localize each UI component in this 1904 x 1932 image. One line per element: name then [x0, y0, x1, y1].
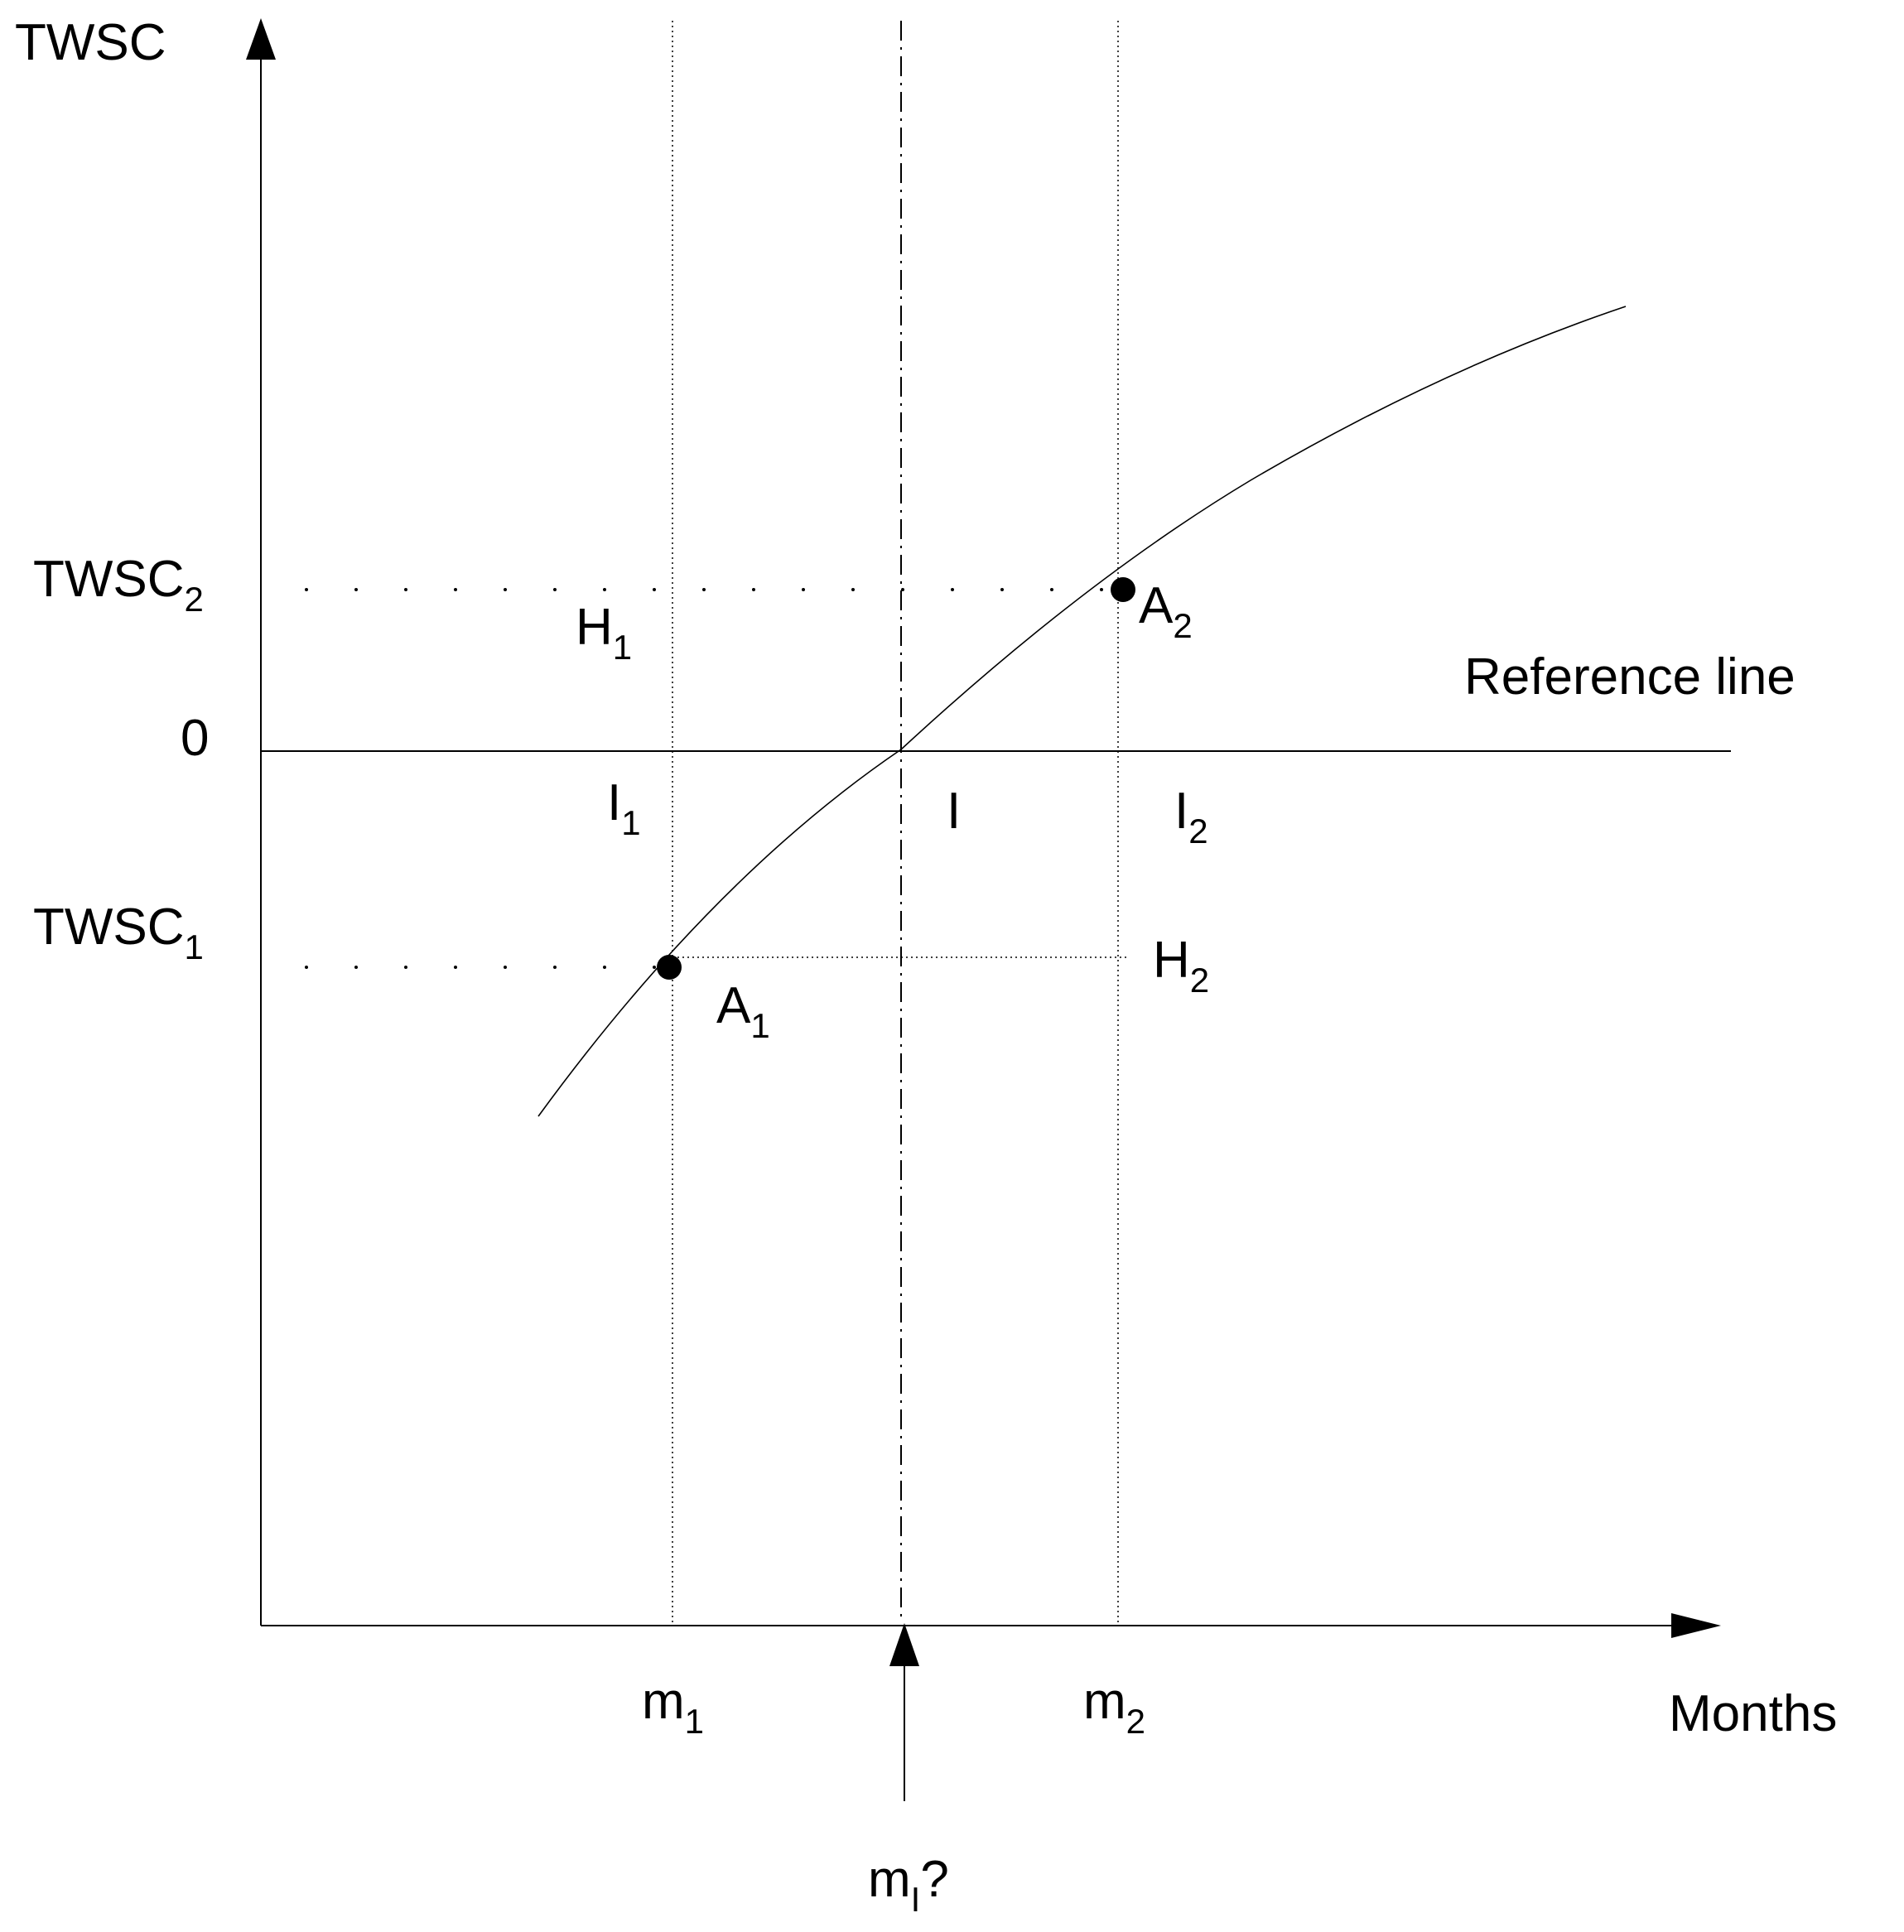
twsc1-label: TWSC1 [33, 899, 204, 966]
twsc-curve [537, 306, 1627, 1117]
mi-arrowhead [889, 1623, 919, 1666]
a1-label: A1 [716, 977, 770, 1045]
a2-label: A2 [1139, 577, 1193, 645]
point-a2 [1111, 577, 1135, 602]
point-a1 [657, 955, 682, 980]
x-axis-label: Months [1669, 1685, 1837, 1742]
twsc2-label: TWSC2 [33, 551, 204, 619]
mi-label: mI? [868, 1851, 949, 1919]
y-axis-label: TWSC [15, 14, 166, 71]
reference-line-label: Reference line [1464, 648, 1796, 706]
h2-label: H2 [1153, 932, 1209, 1000]
x-axis-arrowhead [1671, 1613, 1721, 1638]
zero-label: 0 [181, 710, 209, 767]
i-label: I [947, 783, 961, 840]
i2-label: I2 [1174, 783, 1208, 850]
y-axis-arrowhead [246, 18, 276, 60]
h1-label: H1 [576, 599, 632, 667]
m2-label: m2 [1083, 1673, 1145, 1741]
i1-label: I1 [607, 774, 641, 842]
m1-label: m1 [642, 1673, 704, 1741]
